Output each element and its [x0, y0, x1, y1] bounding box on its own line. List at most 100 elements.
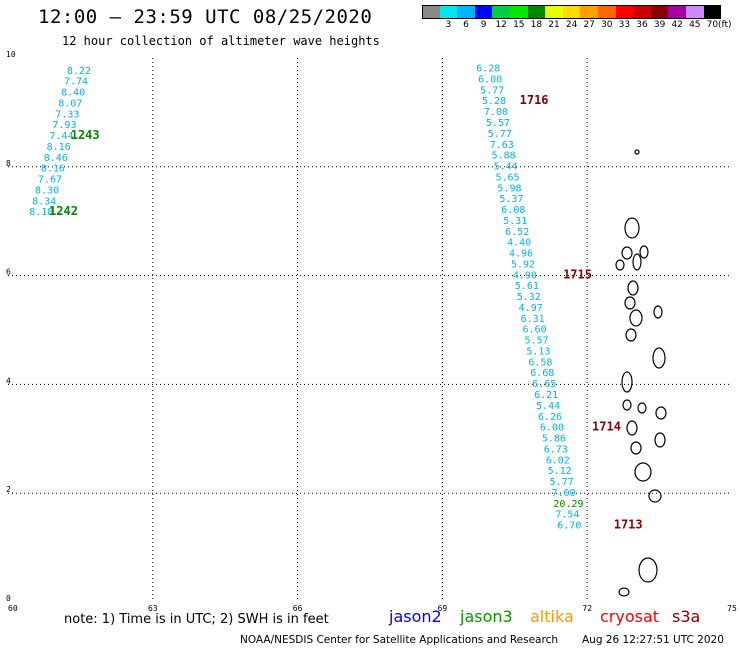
swh-value-label: 4.40 [507, 238, 531, 249]
lat-tick-label: 6 [6, 268, 11, 277]
island-outline [638, 557, 658, 583]
swh-value-label: 5.31 [503, 216, 527, 227]
lat-tick-label: 2 [6, 485, 11, 494]
scale-tick-label: 24 [565, 20, 578, 30]
scale-tick-label: 33 [618, 20, 631, 30]
satellite-legend-altika: altika [530, 607, 574, 626]
swh-value-label: 5.86 [542, 434, 566, 445]
lon-tick-label: 60 [8, 604, 18, 613]
swh-value-label: 6.08 [501, 205, 525, 216]
swh-value-label: 7.63 [490, 140, 514, 151]
swh-value-label: 7.93 [52, 120, 76, 131]
scale-swatch [580, 5, 598, 19]
scale-tick-label: 21 [548, 20, 560, 30]
lat-tick-label: 8 [6, 159, 11, 168]
swh-value-label: 7.00 [484, 107, 508, 118]
swh-value-label: 6.26 [538, 412, 562, 423]
island-outline [634, 462, 652, 482]
scale-swatch [562, 5, 581, 19]
scale-swatch [422, 5, 440, 19]
satellite-legend-cryosat: cryosat [600, 607, 660, 626]
swh-value-label: 6.58 [528, 357, 552, 368]
page-subtitle: 12 hour collection of altimeter wave hei… [62, 34, 380, 48]
swh-value-label: 5.98 [497, 183, 521, 194]
swh-value-label: 6.60 [523, 325, 547, 336]
island-outline [639, 245, 649, 259]
swh-value-label: 5.12 [548, 466, 572, 477]
scale-swatch [633, 5, 651, 19]
swh-value-label: 8.40 [61, 88, 85, 99]
satellite-legend-jason2: jason2 [389, 607, 442, 626]
source-credit: NOAA/NESDIS Center for Satellite Applica… [240, 634, 558, 646]
island-outline [654, 432, 666, 448]
swh-value-label: 5.77 [480, 85, 504, 96]
scale-tick-label: 27 [583, 20, 595, 30]
island-outline [621, 246, 633, 260]
swh-value-label: 5.37 [499, 194, 523, 205]
scale-swatch [527, 5, 546, 19]
swh-value-label: 8.46 [44, 153, 68, 164]
island-outline [615, 259, 625, 271]
pass-time-label: 1714 [592, 420, 621, 434]
scale-tick-label: 30 [601, 20, 613, 30]
swh-value-label: 8.16 [47, 142, 71, 153]
island-outline [621, 371, 633, 393]
swh-value-label: 5.61 [515, 281, 539, 292]
scale-swatch [703, 5, 722, 19]
swh-value-label: 6.31 [521, 314, 545, 325]
scale-tick-label: 70 [706, 20, 719, 30]
scale-swatch [650, 5, 669, 19]
swh-value-label: 5.92 [511, 259, 535, 270]
satellite-legend-s3a: s3a [672, 607, 701, 626]
swh-value-label: 6.28 [476, 64, 500, 75]
swh-value-label: 6.52 [505, 227, 529, 238]
swh-value-label: 8.22 [67, 66, 91, 77]
swh-value-label: 6.65 [532, 379, 556, 390]
swh-value-label: 5.32 [517, 292, 541, 303]
swh-value-label: 6.70 [557, 521, 581, 532]
swh-value-label: 7.54 [555, 510, 579, 521]
scale-tick-label: 45 [689, 20, 701, 30]
swh-value-label: 6.00 [478, 74, 502, 85]
island-outline [618, 587, 630, 597]
scale-tick-label: 18 [530, 20, 543, 30]
swh-value-label: 5.13 [526, 346, 550, 357]
scale-tick-label: 36 [636, 20, 648, 30]
scale-tick-label: 3 [445, 20, 452, 30]
swh-value-label: 7.74 [64, 77, 88, 88]
scale-swatch [545, 5, 563, 19]
scale-tick-label: 9 [480, 20, 487, 30]
island-outline [629, 309, 643, 327]
scale-swatch [598, 5, 616, 19]
scale-swatch [668, 5, 686, 19]
pass-time-label: 1713 [614, 518, 643, 532]
satellite-legend-jason3: jason3 [460, 607, 513, 626]
swh-value-label: 5.28 [482, 96, 506, 107]
swh-value-label: 7.00 [551, 488, 575, 499]
scale-unit-label: (ft) [718, 20, 732, 30]
scale-swatch [439, 5, 458, 19]
scale-swatch [510, 5, 528, 19]
page-title: 12:00 – 23:59 UTC 08/25/2020 [38, 6, 373, 28]
island-outline [653, 305, 663, 319]
swh-value-label: 5.57 [486, 118, 510, 129]
scale-tick-label: 12 [495, 20, 507, 30]
swh-value-label: 5.77 [550, 477, 574, 488]
island-outline [627, 280, 639, 296]
swh-value-label: 7.44 [50, 131, 74, 142]
swh-value-label: 4.97 [519, 303, 543, 314]
swh-value-label: 8.18 [29, 207, 53, 218]
lon-tick-label: 72 [582, 604, 592, 613]
swh-value-label: 6.73 [544, 444, 568, 455]
swh-value-label: 8.16 [41, 164, 65, 175]
lat-tick-label: 0 [6, 594, 11, 603]
swh-value-label: 6.68 [530, 368, 554, 379]
scale-swatch [474, 5, 493, 19]
swh-value-label: 5.77 [488, 129, 512, 140]
lon-tick-label: 75 [727, 604, 737, 613]
scale-tick-label: 39 [653, 20, 666, 30]
swh-value-label: 5.88 [492, 151, 516, 162]
scale-tick-label: 6 [463, 20, 469, 30]
